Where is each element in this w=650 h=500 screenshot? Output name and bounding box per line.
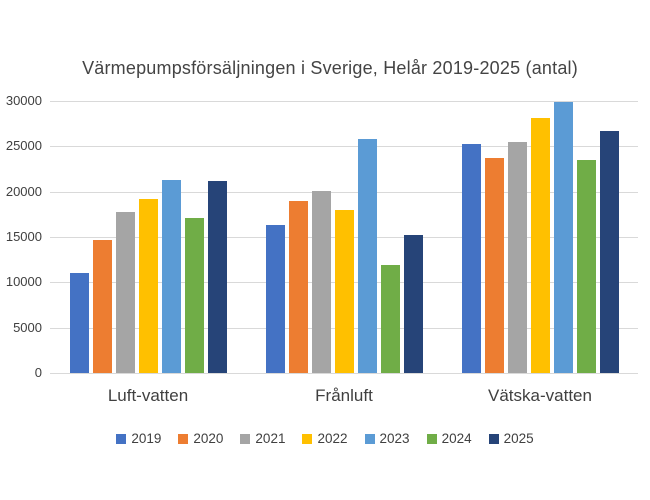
y-tick-label-0: 0 <box>34 365 42 380</box>
legend-swatch-icon <box>178 433 189 444</box>
bar-2024-v-tska-vatten <box>576 159 596 373</box>
x-axis-label-v-tska-vatten: Vätska-vatten <box>488 386 592 405</box>
legend-swatch-icon <box>364 433 375 444</box>
chart-title: Värmepumpsförsäljningen i Sverige, Helår… <box>82 58 578 78</box>
y-tick-label-15000: 15000 <box>5 229 42 244</box>
bar-2022-fr-nluft <box>334 209 354 373</box>
bar-group-v-tska-vatten <box>442 101 638 373</box>
bar-2024-luft-vatten <box>184 217 204 373</box>
y-tick-label-30000: 30000 <box>5 93 42 108</box>
legend-item-2023: 2023 <box>364 431 410 446</box>
bar-2024-fr-nluft <box>380 265 400 373</box>
legend-item-2021: 2021 <box>240 431 285 446</box>
y-tick-label-20000: 20000 <box>5 183 42 199</box>
bar-2019-luft-vatten <box>69 273 89 373</box>
legend-swatch-icon <box>302 433 313 444</box>
bar-2021-luft-vatten <box>115 211 135 373</box>
bar-2022-v-tska-vatten <box>530 118 550 373</box>
legend-label: 2021 <box>255 431 286 446</box>
legend-swatch-icon <box>116 433 127 444</box>
gridline-0 <box>50 373 638 374</box>
bar-2019-fr-nluft <box>265 225 285 373</box>
legend-label: 2019 <box>131 431 162 446</box>
legend-item-2019: 2019 <box>116 431 161 446</box>
bar-2025-luft-vatten <box>207 180 227 373</box>
bar-2021-fr-nluft <box>311 190 331 373</box>
legend-swatch-icon <box>426 433 437 444</box>
gridline-25000 <box>50 146 638 148</box>
plot-area <box>50 101 638 374</box>
legend-item-2024: 2024 <box>426 431 472 446</box>
bar-2020-luft-vatten <box>92 239 112 373</box>
legend: 2019 2020 2021 2022 2023 2024 2025 <box>0 431 650 446</box>
legend-label: 2020 <box>193 431 224 446</box>
y-tick-label-10000: 10000 <box>5 274 42 290</box>
bar-group-luft-vatten <box>50 101 246 373</box>
bar-2020-v-tska-vatten <box>484 158 504 373</box>
gridline-30000 <box>50 101 638 102</box>
legend-swatch-icon <box>240 433 251 444</box>
bar-2022-luft-vatten <box>138 198 158 373</box>
bar-2020-fr-nluft <box>288 200 308 373</box>
gridline-20000 <box>50 191 638 193</box>
x-axis-label-luft-vatten: Luft-vatten <box>107 386 189 405</box>
legend-label: 2024 <box>441 431 472 446</box>
bar-group-fr-nluft <box>246 101 442 373</box>
legend-item-2020: 2020 <box>178 431 223 446</box>
y-tick-label-5000: 5000 <box>13 319 42 335</box>
bar-2019-v-tska-vatten <box>461 143 481 373</box>
bar-2023-fr-nluft <box>357 139 377 373</box>
bar-2021-v-tska-vatten <box>507 141 527 373</box>
legend-item-2025: 2025 <box>488 431 534 446</box>
bar-2025-fr-nluft <box>403 235 423 373</box>
y-tick-label-25000: 25000 <box>5 138 42 154</box>
bar-groups <box>50 101 638 373</box>
legend-item-2022: 2022 <box>302 431 348 446</box>
bar-2023-v-tska-vatten <box>553 101 573 373</box>
bar-2025-v-tska-vatten <box>599 130 619 373</box>
x-axis-label-fr-nluft: Frånluft <box>315 386 373 405</box>
bar-2023-luft-vatten <box>161 179 181 373</box>
legend-label: 2025 <box>503 431 534 446</box>
x-axis-labels: Luft-vatten Frånluft Vätska-vatten <box>50 386 638 406</box>
legend-label: 2023 <box>379 431 410 446</box>
legend-swatch-icon <box>488 433 499 444</box>
legend-label: 2022 <box>317 431 348 446</box>
